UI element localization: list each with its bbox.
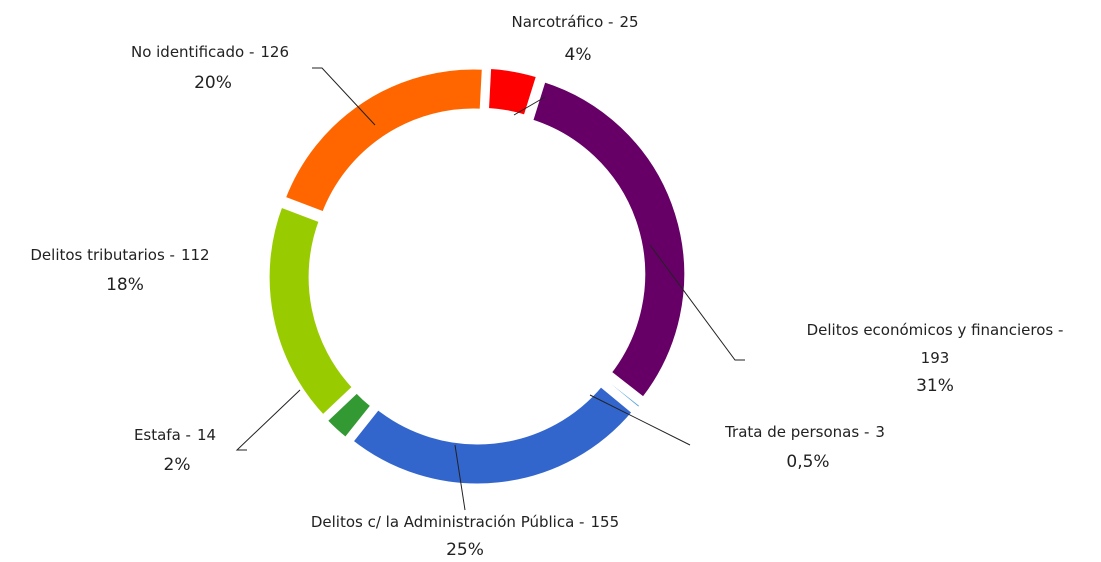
donut-slice bbox=[527, 76, 690, 404]
slice-label: Narcotráfico - 25 bbox=[511, 13, 638, 31]
share-label: 31% bbox=[916, 376, 954, 396]
slice-value: 155 bbox=[590, 513, 619, 531]
donut-slice bbox=[279, 64, 488, 218]
category-name: Delitos económicos y financieros - bbox=[807, 321, 1064, 339]
category-name: Delitos tributarios - bbox=[30, 246, 175, 264]
category-name: Delitos c/ la Administración Pública - bbox=[311, 513, 585, 531]
category-name: No identificado - bbox=[131, 43, 254, 61]
category-name: Estafa - bbox=[134, 426, 191, 444]
leader-line bbox=[649, 244, 745, 361]
leader-line bbox=[454, 444, 466, 511]
category-name: Narcotráfico - bbox=[511, 13, 613, 31]
leader-line bbox=[589, 394, 691, 446]
slice-label: No identificado - 126 bbox=[131, 43, 289, 61]
slice-label: Delitos tributarios - 112 bbox=[30, 246, 209, 264]
donut-slice bbox=[601, 374, 647, 414]
slice-label: Estafa - 14 bbox=[134, 426, 216, 444]
slice-value: 126 bbox=[260, 43, 289, 61]
share-label: 2% bbox=[164, 455, 191, 475]
slice-value: 193 bbox=[921, 349, 950, 367]
slice-value: 3 bbox=[875, 423, 885, 441]
leader-line bbox=[513, 96, 546, 116]
donut-slice bbox=[321, 386, 377, 444]
slice-value: 14 bbox=[197, 426, 216, 444]
slice-value: 112 bbox=[181, 246, 210, 264]
leader-line bbox=[235, 389, 301, 451]
slice-label: Delitos c/ la Administración Pública - 15… bbox=[311, 513, 619, 531]
slice-label: Trata de personas - 3 bbox=[724, 423, 885, 441]
category-name: Trata de personas - bbox=[724, 423, 869, 441]
leader-line bbox=[312, 67, 376, 126]
donut-slice bbox=[483, 63, 542, 121]
share-label: 25% bbox=[446, 540, 484, 560]
share-label: 18% bbox=[106, 275, 144, 295]
share-label: 4% bbox=[565, 45, 592, 65]
share-label: 20% bbox=[194, 73, 232, 93]
share-label: 0,5% bbox=[786, 452, 829, 472]
slice-label: Delitos económicos y financieros - 193 bbox=[807, 321, 1064, 367]
slice-value: 25 bbox=[619, 13, 638, 31]
donut-slice bbox=[346, 380, 639, 489]
donut-slice bbox=[264, 201, 359, 421]
